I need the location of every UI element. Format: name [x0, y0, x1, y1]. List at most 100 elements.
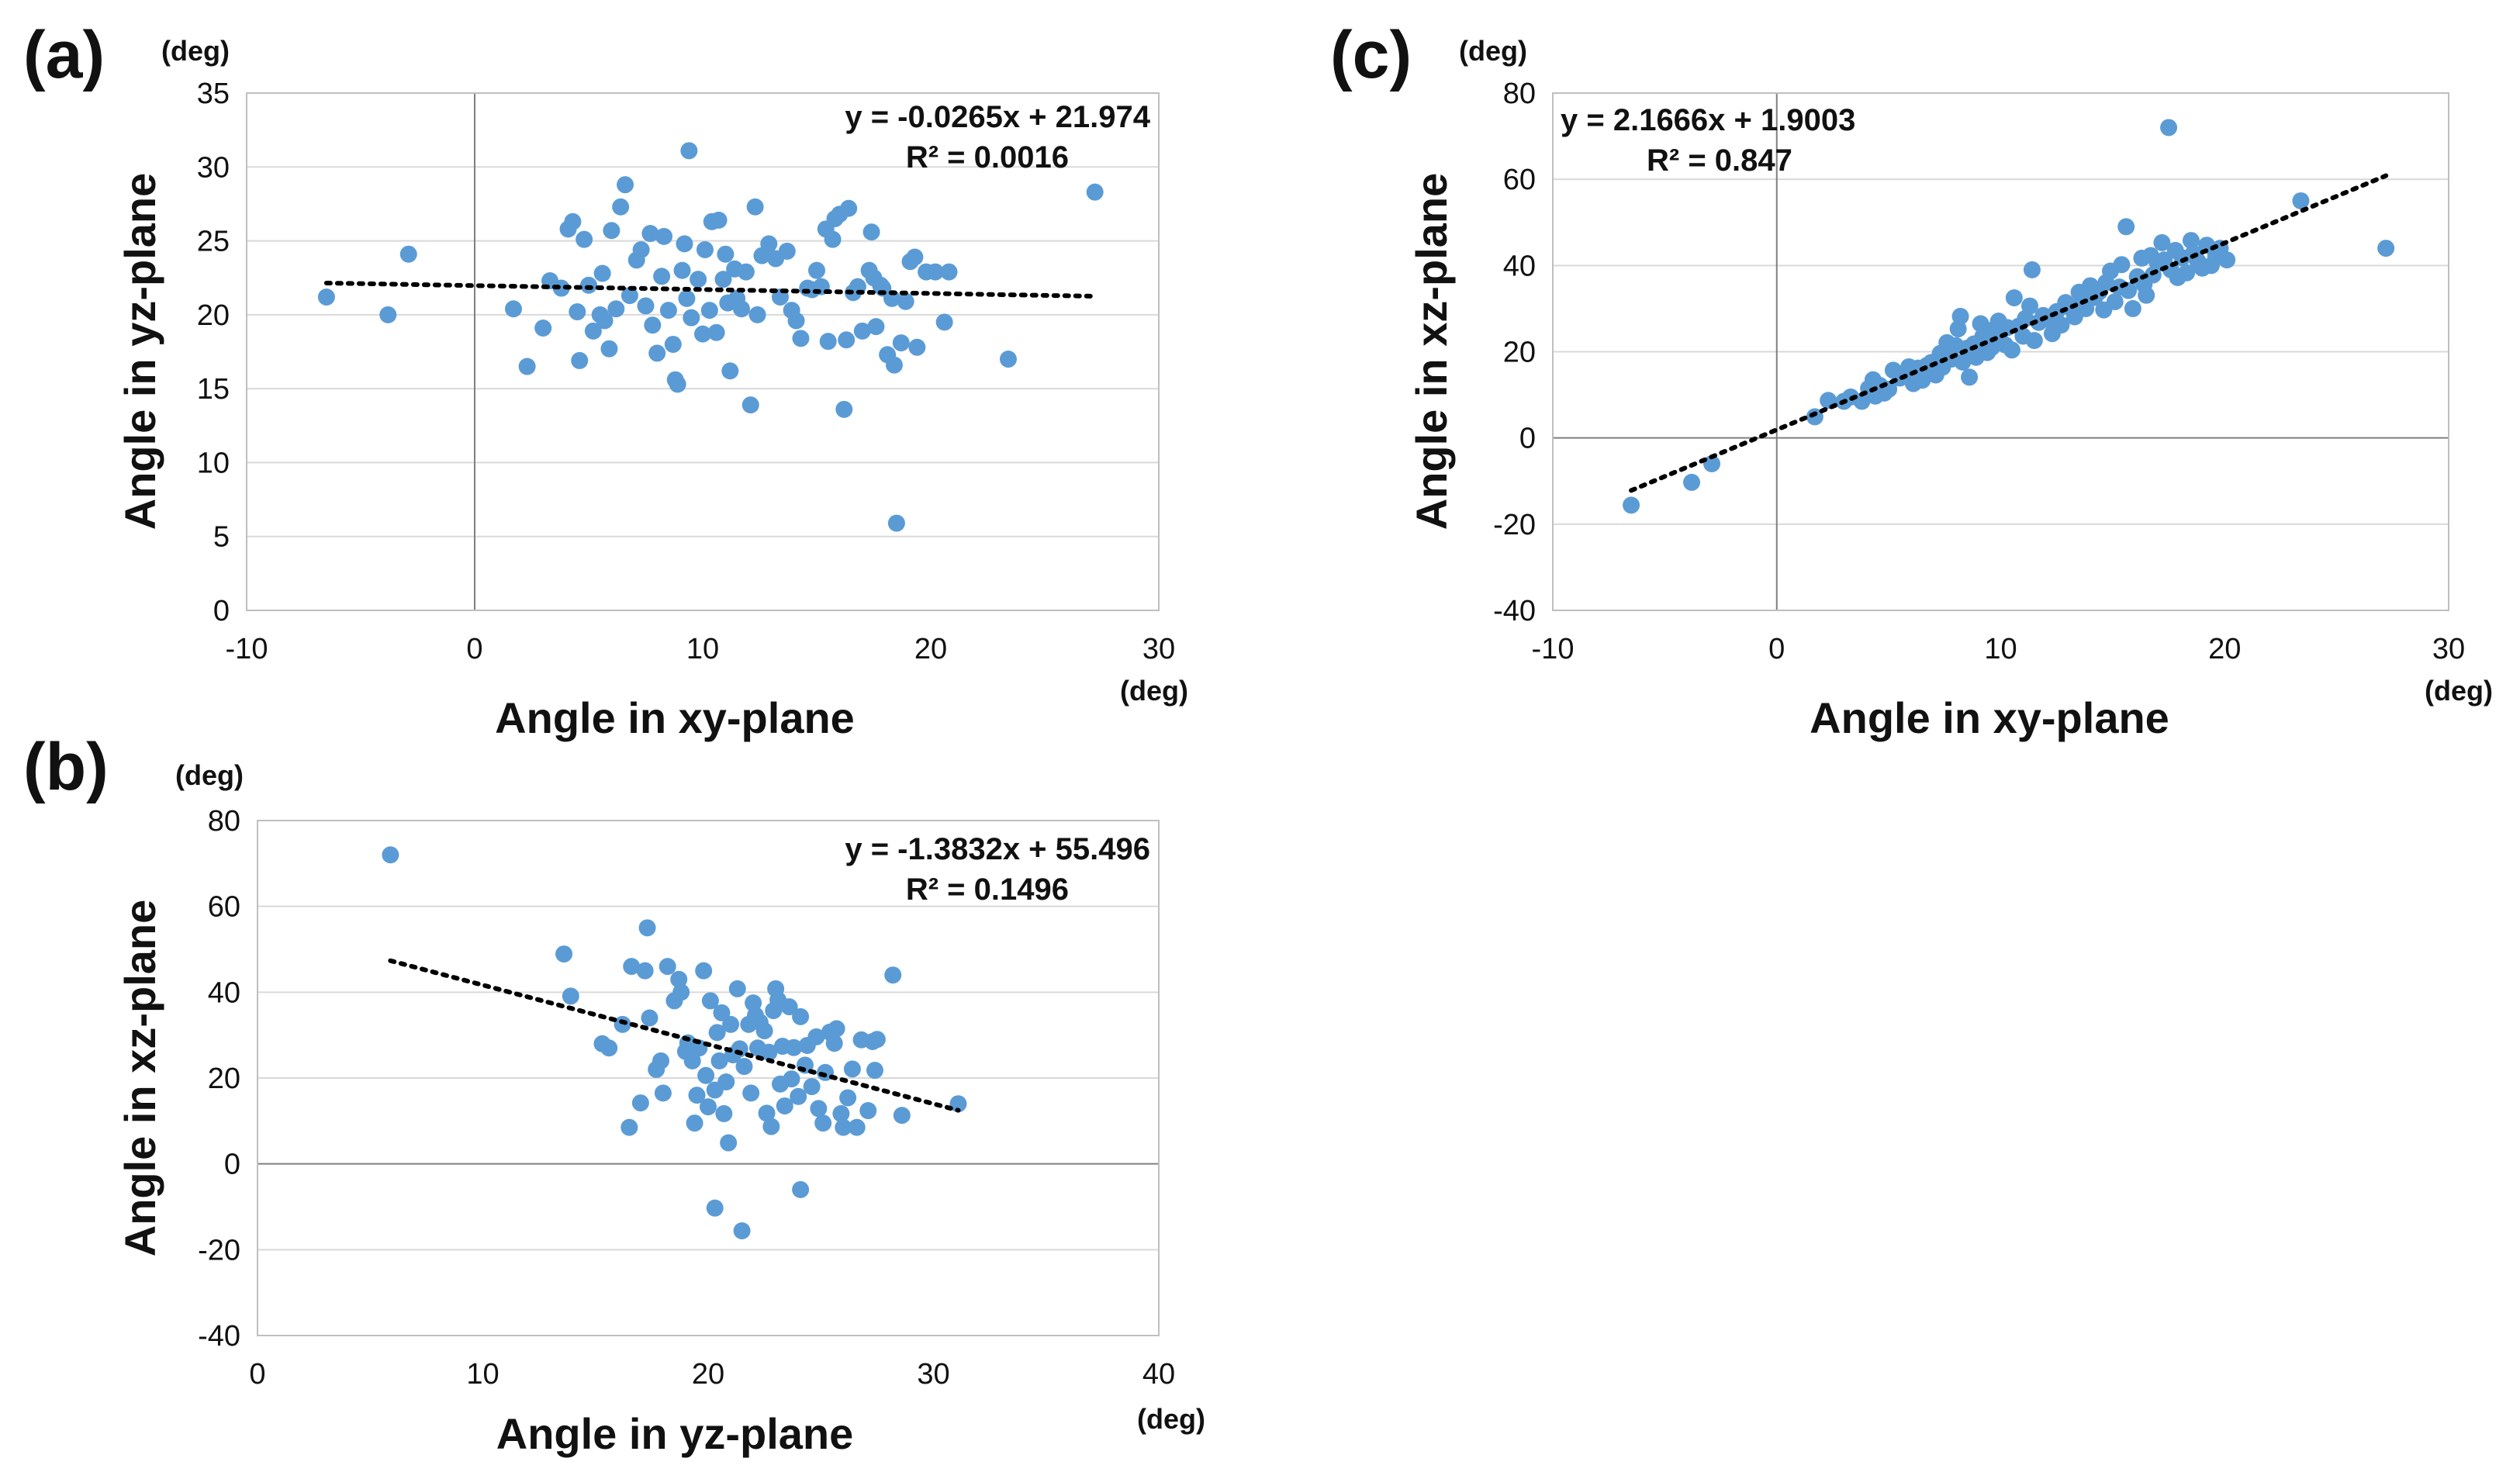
chart-a-data-point: [600, 340, 618, 358]
chart-a-y-tick-label: 5: [213, 521, 230, 554]
chart-b-data-point: [792, 1180, 810, 1198]
chart-c-data-point: [1806, 408, 1823, 426]
chart-a-trend-r2: R² = 0.0016: [906, 140, 1069, 175]
chart-a-data-point: [906, 248, 924, 266]
chart-a-data-point: [669, 375, 686, 393]
chart-c-y-tick-label: 60: [1503, 164, 1536, 196]
chart-b-data-point: [683, 1052, 701, 1070]
chart-a-data-point: [552, 279, 570, 297]
chart-a-data-point: [617, 176, 634, 194]
chart-b-data-point: [776, 1097, 793, 1114]
chart-b-data-point: [733, 1222, 751, 1239]
chart-a-data-point: [717, 245, 735, 263]
chart-a-data-point: [887, 514, 905, 532]
chart-b-data-point: [720, 1134, 738, 1152]
chart-b-data-point: [697, 1066, 715, 1084]
chart-c-trendline: [1629, 173, 2389, 493]
chart-c-data-point: [1961, 368, 1979, 386]
chart-a-data-point: [648, 344, 666, 362]
chart-b-data-point: [641, 1009, 659, 1027]
chart-a-data-point: [641, 225, 659, 243]
chart-a-data-point: [824, 230, 842, 248]
chart-b-y-tick-label: 80: [208, 805, 240, 838]
chart-a-x-tick-label: 30: [1142, 633, 1175, 665]
chart-a-x-tick-label: 10: [686, 633, 719, 665]
chart-a-data-point: [664, 335, 682, 353]
chart-b-y-tick-label: -20: [198, 1234, 240, 1266]
chart-a-y-tick-label: 0: [213, 595, 230, 627]
chart-a-data-point: [999, 351, 1017, 368]
chart-a-data-point: [760, 235, 778, 253]
chart-c-data-point: [2117, 218, 2135, 236]
chart-c-data-point: [1683, 473, 1701, 491]
panel-b-label: (b): [23, 730, 109, 804]
chart-a-trend-equation: y = -0.0265x + 21.974: [845, 100, 1150, 134]
chart-b-data-point: [686, 1114, 703, 1132]
chart-a-data-point: [644, 316, 662, 334]
chart-b-data-point: [755, 1022, 773, 1040]
chart-a-data-point: [787, 312, 805, 330]
chart-b-data-point: [701, 992, 719, 1010]
chart-b-trendline: [388, 958, 961, 1113]
chart-a-data-point: [885, 356, 903, 374]
chart-c-data-point: [1623, 496, 1640, 514]
chart-a-y-unit: (deg): [161, 35, 230, 67]
chart-b-y-tick-label: 20: [208, 1063, 240, 1095]
chart-a-data-point: [862, 223, 880, 241]
chart-a-data-point: [317, 288, 335, 306]
chart-c-data-point: [2182, 232, 2200, 250]
chart-c-y-tick-label: 80: [1503, 78, 1536, 110]
chart-a-x-axis-title: Angle in xy-plane: [495, 693, 855, 742]
chart-b-x-tick-label: 30: [917, 1358, 949, 1391]
chart-c-data-point: [2025, 332, 2043, 350]
chart-b-data-point: [868, 1031, 886, 1049]
chart-b-y-tick-label: 40: [208, 976, 240, 1009]
chart-a-data-point: [840, 199, 858, 217]
chart-c-trend-r2: R² = 0.847: [1647, 143, 1792, 178]
chart-c-x-axis-title: Angle in xy-plane: [1810, 693, 2169, 742]
chart-a-data-point: [680, 142, 698, 160]
chart-b-plot-frame: [257, 820, 1160, 1336]
chart-a-data-point: [659, 302, 677, 320]
chart-a-data-point: [897, 292, 914, 310]
chart-b-data-point: [706, 1199, 724, 1217]
chart-b-data-point: [631, 1094, 649, 1112]
chart-b-trend-r2: R² = 0.1496: [906, 873, 1069, 907]
chart-a-data-point: [612, 198, 630, 216]
chart-b-x-tick-label: 40: [1142, 1358, 1175, 1391]
chart-a-data-point: [603, 222, 620, 240]
chart-a-data-point: [732, 300, 750, 318]
chart-a-y-tick-label: 20: [197, 299, 230, 332]
chart-b-data-point: [659, 958, 676, 976]
chart-b-y-tick-label: 60: [208, 891, 240, 924]
chart-b-data-point: [688, 1087, 706, 1104]
chart-a-data-point: [746, 198, 764, 216]
chart-b-data-point: [893, 1107, 911, 1125]
chart-c-x-unit: (deg): [2425, 675, 2493, 707]
chart-c-data-point: [2052, 316, 2070, 334]
chart-a-trendline: [323, 280, 1098, 299]
chart-b-data-point: [735, 1058, 753, 1076]
chart-a-data-point: [504, 300, 522, 318]
chart-a-data-point: [576, 230, 593, 248]
chart-b-data-point: [636, 962, 654, 980]
chart-a-y-tick-label: 35: [197, 78, 230, 110]
chart-a-data-point: [399, 245, 417, 263]
chart-c-data-point: [2023, 261, 2041, 278]
chart-c-y-unit: (deg): [1459, 35, 1527, 67]
chart-a-data-point: [678, 289, 696, 307]
chart-c-data-point: [2113, 256, 2131, 274]
chart-a-data-point: [564, 213, 582, 230]
chart-b-data-point: [884, 966, 902, 984]
chart-a-y-tick-label: 25: [197, 226, 230, 258]
chart-b-data-point: [614, 1015, 631, 1033]
panel-c-label: (c): [1330, 18, 1412, 92]
chart-b-data-point: [710, 1052, 728, 1070]
chart-b-data-point: [785, 1038, 803, 1056]
chart-b-data-point: [708, 1024, 726, 1042]
chart-a-data-point: [673, 261, 691, 279]
chart-b-data-point: [600, 1039, 618, 1057]
chart-b-y-tick-label: -40: [198, 1320, 240, 1353]
chart-c-data-point: [2377, 240, 2395, 257]
chart-a-data-point: [867, 318, 885, 336]
